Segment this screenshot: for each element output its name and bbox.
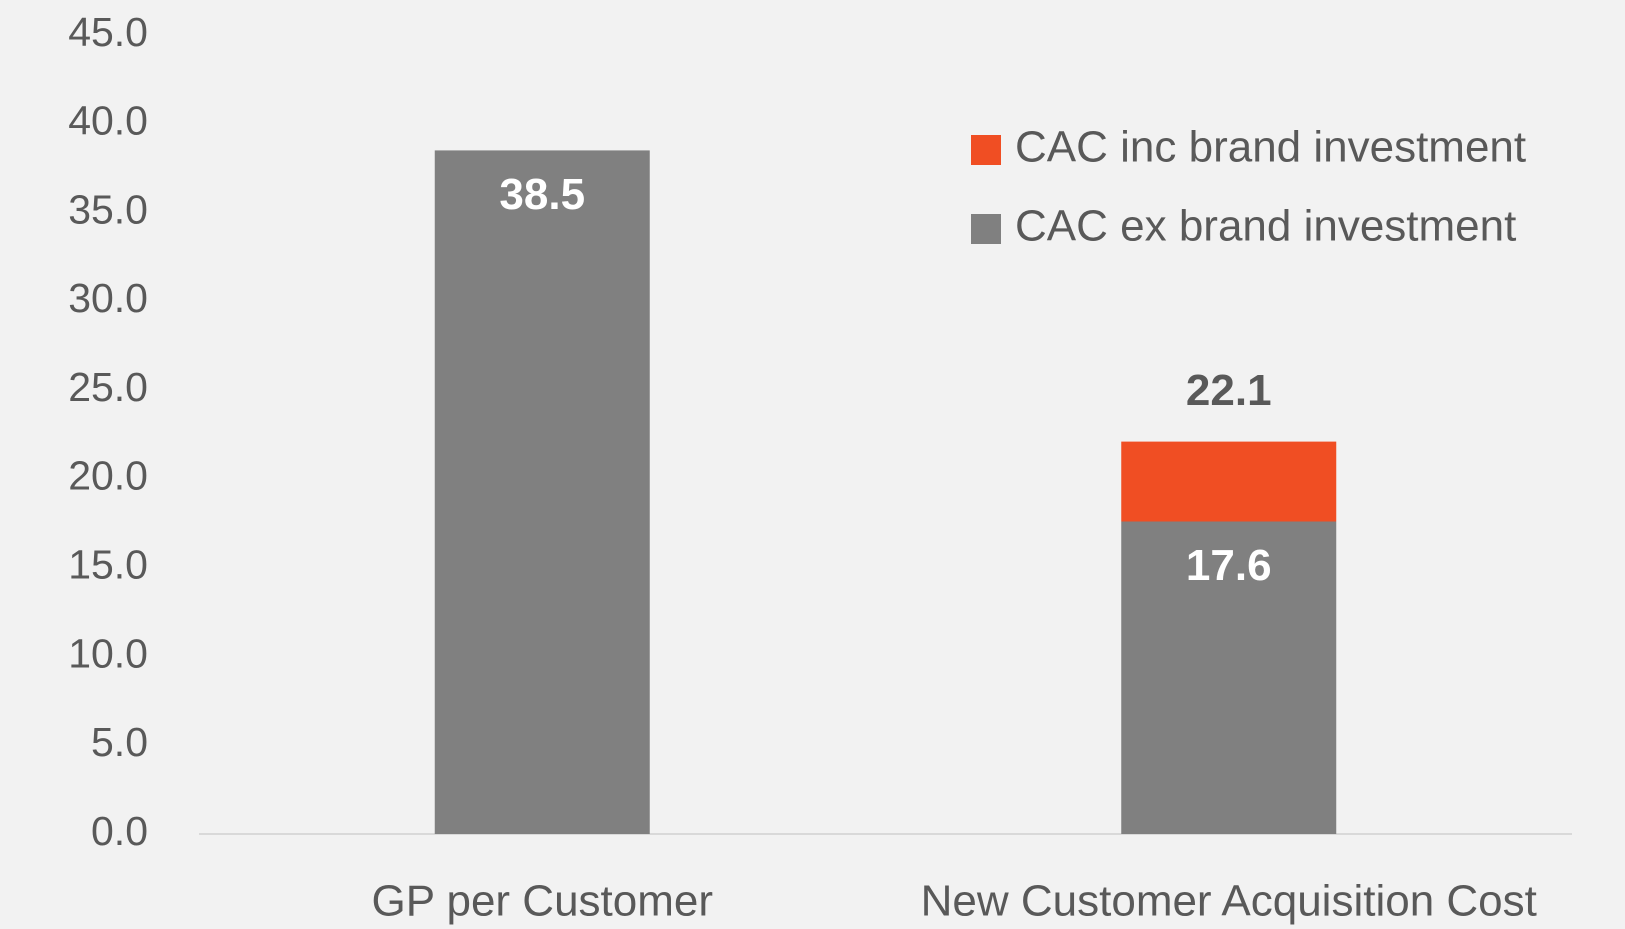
- y-tick-label: 10.0: [68, 630, 148, 676]
- y-tick-label: 0.0: [91, 808, 148, 854]
- legend-swatch: [971, 135, 1001, 165]
- x-tick-label: GP per Customer: [371, 877, 713, 926]
- y-tick-label: 5.0: [91, 719, 148, 765]
- y-tick-label: 35.0: [68, 186, 148, 232]
- legend-label: CAC inc brand investment: [1015, 123, 1526, 172]
- y-tick-label: 30.0: [68, 275, 148, 321]
- x-tick-label: New Customer Acquisition Cost: [921, 877, 1537, 926]
- bar-segment: [1121, 441, 1337, 522]
- legend-swatch: [971, 214, 1001, 244]
- y-tick-label: 40.0: [68, 98, 148, 144]
- y-tick-label: 25.0: [68, 364, 148, 410]
- data-label: 38.5: [499, 170, 585, 219]
- bar-segment: [1121, 521, 1337, 834]
- bar-segment: [434, 150, 650, 834]
- legend-label: CAC ex brand investment: [1015, 202, 1516, 251]
- y-tick-label: 45.0: [68, 9, 148, 55]
- total-label: 22.1: [1186, 366, 1272, 415]
- y-tick-label: 15.0: [68, 541, 148, 587]
- data-label: 17.6: [1186, 541, 1272, 590]
- y-tick-label: 20.0: [68, 453, 148, 499]
